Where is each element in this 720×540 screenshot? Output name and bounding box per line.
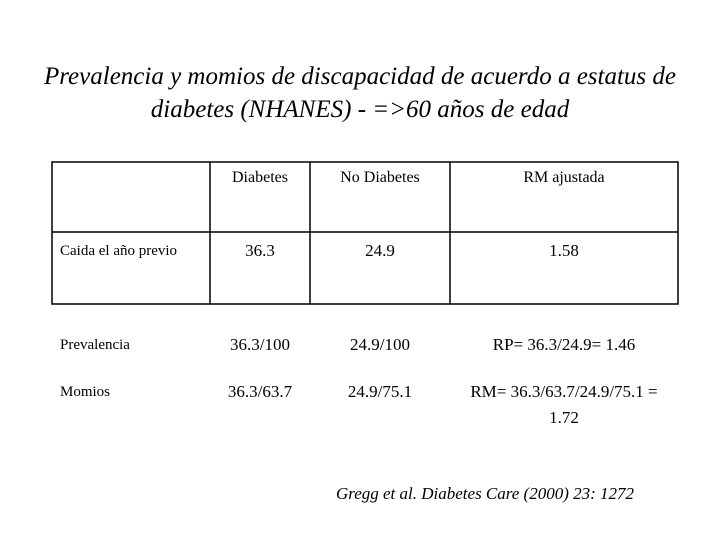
row-label: Prevalencia bbox=[60, 337, 130, 353]
table-cell: 24.9 bbox=[365, 241, 395, 260]
column-header: RM ajustada bbox=[523, 169, 605, 186]
column-header: No Diabetes bbox=[340, 169, 420, 186]
table-cell: 36.3/63.7 bbox=[227, 382, 293, 401]
table-cell: 1.58 bbox=[549, 241, 579, 260]
table-cell: RM= 36.3/63.7/24.9/75.1 = 1.72 bbox=[470, 382, 658, 427]
row-label: Momios bbox=[60, 384, 111, 400]
table-cell: RP= 36.3/24.9= 1.46 bbox=[492, 335, 636, 354]
slide-title: Prevalencia y momios de discapacidad de … bbox=[43, 63, 677, 123]
table-cell: 24.9/100 bbox=[350, 335, 410, 354]
table-cell: 24.9/75.1 bbox=[347, 382, 413, 401]
row-label: Caida el año previo bbox=[60, 243, 178, 259]
citation: Gregg et al. Diabetes Care (2000) 23: 12… bbox=[335, 484, 635, 503]
column-header: Diabetes bbox=[232, 169, 288, 186]
table-cell: 36.3 bbox=[245, 241, 275, 260]
table-cell: 36.3/100 bbox=[230, 335, 290, 354]
